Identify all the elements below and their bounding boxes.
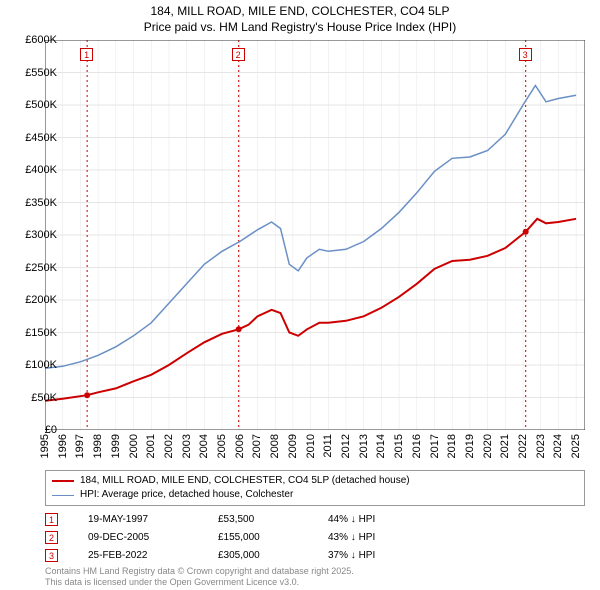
chart-area [45, 40, 585, 430]
x-tick-label: 2004 [198, 434, 210, 458]
table-row: 1 19-MAY-1997 £53,500 44% ↓ HPI [45, 510, 428, 528]
y-tick-label: £350K [25, 197, 57, 209]
x-tick-label: 2025 [570, 434, 582, 458]
x-tick-label: 2018 [446, 434, 458, 458]
x-tick-label: 1995 [39, 434, 51, 458]
y-tick-label: £300K [25, 229, 57, 241]
x-tick-label: 2014 [375, 434, 387, 458]
sale-marker-3: 3 [45, 549, 58, 562]
x-tick-label: 2017 [429, 434, 441, 458]
x-tick-label: 2023 [535, 434, 547, 458]
y-tick-label: £250K [25, 262, 57, 274]
title-line-1: 184, MILL ROAD, MILE END, COLCHESTER, CO… [0, 4, 600, 20]
x-tick-label: 2005 [216, 434, 228, 458]
x-tick-label: 2019 [464, 434, 476, 458]
sale-price: £305,000 [218, 550, 328, 561]
sale-marker-box: 3 [519, 48, 532, 61]
x-tick-label: 2000 [128, 434, 140, 458]
sale-marker-box: 1 [80, 48, 93, 61]
legend-row: 184, MILL ROAD, MILE END, COLCHESTER, CO… [52, 474, 578, 488]
footer: Contains HM Land Registry data © Crown c… [45, 566, 354, 588]
legend-label-1: HPI: Average price, detached house, Colc… [80, 488, 293, 502]
y-tick-label: £600K [25, 34, 57, 46]
y-tick-label: £450K [25, 132, 57, 144]
x-tick-label: 1999 [110, 434, 122, 458]
x-tick-label: 2016 [411, 434, 423, 458]
x-tick-label: 2006 [234, 434, 246, 458]
x-tick-label: 2015 [393, 434, 405, 458]
sale-date: 19-MAY-1997 [88, 514, 218, 525]
y-tick-label: £50K [31, 392, 57, 404]
x-tick-label: 2002 [163, 434, 175, 458]
sale-marker-1: 1 [45, 513, 58, 526]
legend-box: 184, MILL ROAD, MILE END, COLCHESTER, CO… [45, 470, 585, 506]
title-block: 184, MILL ROAD, MILE END, COLCHESTER, CO… [0, 0, 600, 35]
table-row: 3 25-FEB-2022 £305,000 37% ↓ HPI [45, 546, 428, 564]
x-tick-label: 2024 [552, 434, 564, 458]
sale-marker-2: 2 [45, 531, 58, 544]
legend-swatch-0 [52, 480, 74, 482]
y-tick-label: £100K [25, 359, 57, 371]
chart-svg [45, 40, 585, 430]
x-tick-label: 1996 [57, 434, 69, 458]
sales-table: 1 19-MAY-1997 £53,500 44% ↓ HPI 2 09-DEC… [45, 510, 428, 564]
x-tick-label: 2003 [181, 434, 193, 458]
x-tick-label: 2008 [269, 434, 281, 458]
y-tick-label: £550K [25, 67, 57, 79]
chart-container: 184, MILL ROAD, MILE END, COLCHESTER, CO… [0, 0, 600, 590]
footer-line-2: This data is licensed under the Open Gov… [45, 577, 354, 588]
sale-date: 09-DEC-2005 [88, 532, 218, 543]
title-line-2: Price paid vs. HM Land Registry's House … [0, 20, 600, 36]
table-row: 2 09-DEC-2005 £155,000 43% ↓ HPI [45, 528, 428, 546]
x-tick-label: 1997 [74, 434, 86, 458]
sale-diff: 43% ↓ HPI [328, 532, 428, 543]
x-tick-label: 2012 [340, 434, 352, 458]
sale-marker-box: 2 [232, 48, 245, 61]
x-tick-label: 1998 [92, 434, 104, 458]
footer-line-1: Contains HM Land Registry data © Crown c… [45, 566, 354, 577]
sale-price: £155,000 [218, 532, 328, 543]
y-tick-label: £400K [25, 164, 57, 176]
x-tick-label: 2013 [358, 434, 370, 458]
x-tick-label: 2009 [287, 434, 299, 458]
legend-swatch-1 [52, 495, 74, 496]
sale-date: 25-FEB-2022 [88, 550, 218, 561]
sale-diff: 37% ↓ HPI [328, 550, 428, 561]
sale-diff: 44% ↓ HPI [328, 514, 428, 525]
legend-row: HPI: Average price, detached house, Colc… [52, 488, 578, 502]
x-tick-label: 2020 [482, 434, 494, 458]
x-tick-label: 2021 [499, 434, 511, 458]
x-tick-label: 2011 [322, 434, 334, 458]
y-tick-label: £150K [25, 327, 57, 339]
sale-price: £53,500 [218, 514, 328, 525]
legend-label-0: 184, MILL ROAD, MILE END, COLCHESTER, CO… [80, 474, 410, 488]
x-tick-label: 2010 [305, 434, 317, 458]
y-tick-label: £200K [25, 294, 57, 306]
x-tick-label: 2007 [251, 434, 263, 458]
x-tick-label: 2022 [517, 434, 529, 458]
y-tick-label: £500K [25, 99, 57, 111]
x-tick-label: 2001 [145, 434, 157, 458]
